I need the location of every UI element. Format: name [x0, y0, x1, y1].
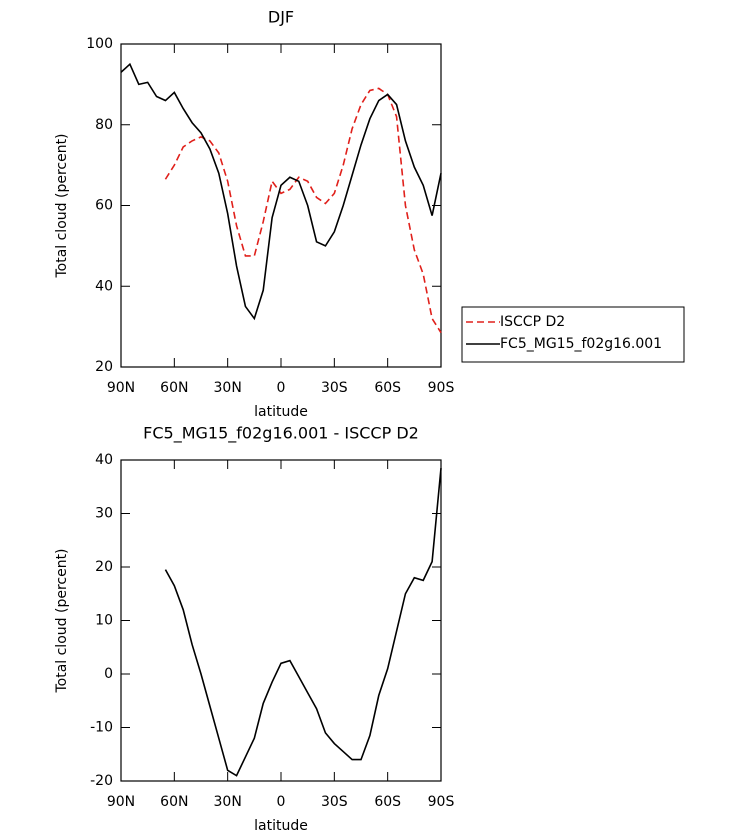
- y-tick-label: -20: [90, 773, 113, 789]
- y-tick-label: 80: [95, 117, 113, 133]
- x-tick-label: 90S: [428, 794, 455, 810]
- chart-title: FC5_MG15_f02g16.001 - ISCCP D2: [143, 424, 419, 444]
- y-tick-label: 10: [95, 613, 113, 629]
- x-tick-label: 0: [277, 380, 286, 396]
- data-line: [120, 62, 442, 321]
- x-tick-label: 30S: [321, 794, 348, 810]
- y-tick-label: 40: [95, 278, 113, 294]
- y-tick-label: -10: [90, 720, 113, 736]
- x-tick-label: 90N: [107, 380, 135, 396]
- legend-label: FC5_MG15_f02g16.001: [500, 336, 662, 352]
- legend-label: ISCCP D2: [500, 314, 565, 330]
- legend: ISCCP D2 FC5_MG15_f02g16.001: [461, 306, 685, 363]
- y-tick-label: 100: [86, 36, 113, 52]
- y-axis-label: Total cloud (percent): [54, 133, 70, 278]
- x-tick-label: 60S: [374, 794, 401, 810]
- chart-panel: FC5_MG15_f02g16.001 - ISCCP D2 latitude To…: [54, 424, 454, 835]
- x-tick-label: 30N: [214, 380, 242, 396]
- data-line: [164, 87, 442, 334]
- x-axis-label: latitude: [254, 404, 308, 420]
- y-tick-label: 40: [95, 452, 113, 468]
- y-tick-label: 20: [95, 559, 113, 575]
- y-tick-label: 20: [95, 359, 113, 375]
- y-tick-label: 0: [104, 666, 113, 682]
- y-tick-label: 30: [95, 506, 113, 522]
- x-tick-label: 30N: [214, 794, 242, 810]
- x-tick-label: 30S: [321, 380, 348, 396]
- x-tick-label: 90N: [107, 794, 135, 810]
- chart-title: DJF: [268, 8, 294, 27]
- plot-frame: [120, 43, 442, 368]
- plot-frame: [120, 459, 442, 782]
- chart-panel: DJF latitude Total cloud (percent) 90N 60N 30…: [54, 8, 685, 420]
- x-tick-label: 0: [277, 794, 286, 810]
- legend-box: [461, 306, 685, 363]
- x-axis-label: latitude: [254, 818, 308, 834]
- x-tick-label: 60N: [160, 794, 188, 810]
- y-axis-label: Total cloud (percent): [54, 548, 70, 693]
- y-tick-label: 60: [95, 198, 113, 214]
- x-tick-label: 60N: [160, 380, 188, 396]
- data-line: [164, 467, 442, 777]
- x-tick-label: 90S: [428, 380, 455, 396]
- x-tick-label: 60S: [374, 380, 401, 396]
